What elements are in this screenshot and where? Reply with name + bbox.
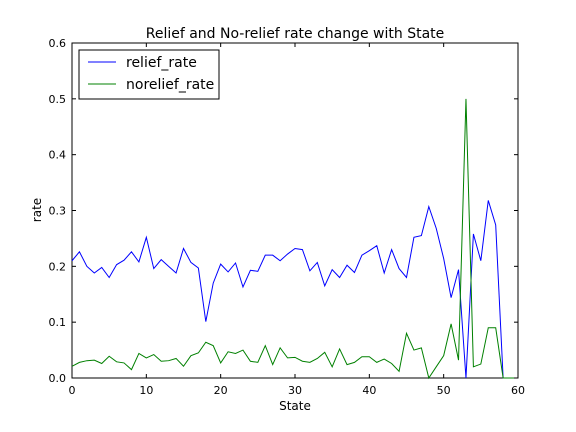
- legend-label-norelief-rate: norelief_rate: [126, 77, 214, 93]
- legend-box: [78, 49, 220, 100]
- x-tick-label: 50: [437, 384, 451, 397]
- x-tick-label: 20: [214, 384, 228, 397]
- legend-label-relief-rate: relief_rate: [126, 55, 197, 71]
- y-tick-label: 0.3: [49, 205, 67, 218]
- x-tick-label: 30: [288, 384, 302, 397]
- chart-title: Relief and No-relief rate change with St…: [146, 26, 445, 42]
- y-tick-label: 0.4: [49, 149, 67, 162]
- x-tick-label: 0: [69, 384, 76, 397]
- ticks-layer: 0 10 20 30 40 50 60 0.0 0.1 0.2 0.3 0.4 0.5 0.6: [49, 37, 526, 397]
- x-tick-label: 10: [139, 384, 153, 397]
- x-axis-label: State: [279, 399, 311, 413]
- y-tick-label: 0.0: [49, 372, 67, 385]
- y-tick-label: 0.2: [49, 260, 67, 273]
- series-layer: [71, 98, 518, 380]
- x-tick-label: 40: [362, 384, 376, 397]
- legend: relief_rate norelief_rate: [78, 49, 220, 100]
- y-axis-label: rate: [30, 198, 44, 222]
- y-tick-label: 0.5: [49, 93, 67, 106]
- series-line-norelief-rate: [71, 98, 518, 380]
- x-tick-label: 60: [511, 384, 525, 397]
- series-line-relief-rate: [71, 200, 518, 379]
- y-tick-label: 0.1: [49, 316, 67, 329]
- y-tick-label: 0.6: [49, 37, 67, 50]
